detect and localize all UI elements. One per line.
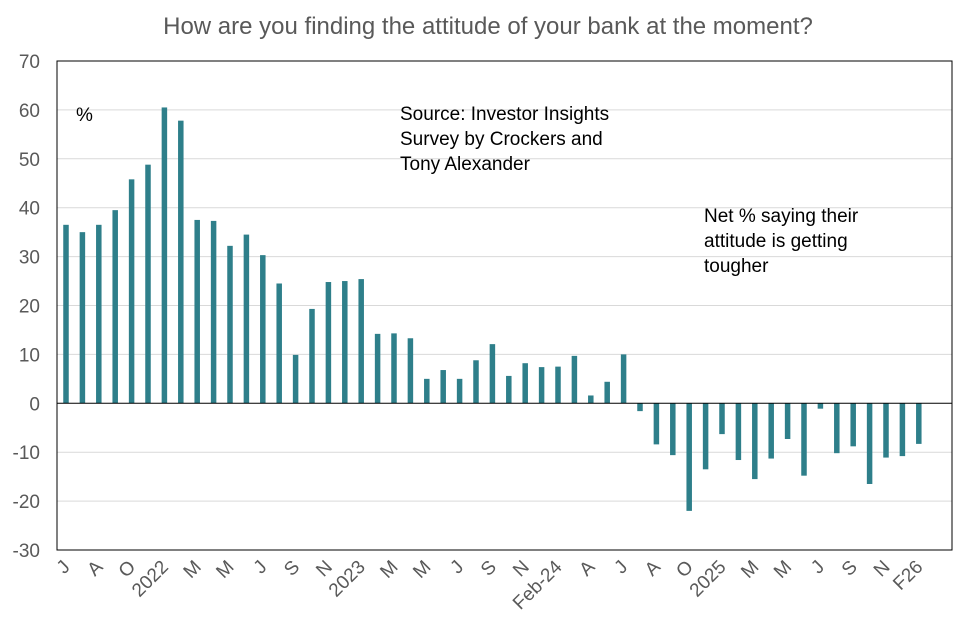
x-tick-label: S <box>477 557 501 581</box>
x-tick-label: F26 <box>889 557 927 595</box>
x-tick-label: S <box>280 557 304 581</box>
x-tick-label: J <box>53 557 75 579</box>
bar <box>440 370 446 404</box>
y-tick-label: 20 <box>19 297 40 318</box>
y-tick-label: 30 <box>19 248 40 269</box>
bar <box>243 234 250 404</box>
bar <box>620 354 627 404</box>
y-tick-label: 0 <box>29 394 40 415</box>
x-tick-label: M <box>212 557 238 583</box>
x-tick-label: M <box>409 557 435 583</box>
x-tick-label: A <box>641 556 665 580</box>
bar <box>309 308 315 404</box>
x-tick-label: A <box>576 556 600 580</box>
bar <box>489 344 496 404</box>
unit-label: % <box>76 105 93 126</box>
y-tick-label: -30 <box>13 541 40 562</box>
bar <box>522 363 528 404</box>
bar <box>784 403 791 439</box>
bar <box>670 403 676 456</box>
gridlines <box>57 109 952 502</box>
y-tick-label: -20 <box>13 492 40 513</box>
bar <box>374 333 381 404</box>
bar <box>194 219 200 404</box>
bar <box>916 403 922 444</box>
bar <box>473 360 479 404</box>
bar <box>407 338 414 404</box>
bar <box>391 333 397 404</box>
x-tick-label: J <box>807 557 829 579</box>
y-tick-label: 40 <box>19 199 40 220</box>
bar <box>358 279 364 404</box>
bar <box>96 224 102 404</box>
x-tick-label: 2025 <box>686 557 731 602</box>
bar <box>538 367 545 404</box>
x-tick-label: 2022 <box>128 557 173 602</box>
bar <box>555 366 561 404</box>
bar <box>178 120 184 404</box>
x-tick-label: J <box>611 557 633 579</box>
bar <box>735 403 742 461</box>
bar <box>719 403 725 435</box>
bar <box>588 395 594 404</box>
source-line-3: Tony Alexander <box>400 154 531 175</box>
bar <box>768 403 774 459</box>
x-tick-label: S <box>838 557 862 581</box>
note-line-2: attitude is getting <box>704 231 848 252</box>
bar <box>456 378 463 404</box>
x-tick-label: J <box>447 557 469 579</box>
chart-title: How are you finding the attitude of your… <box>163 13 813 40</box>
bar <box>342 281 348 404</box>
x-tick-label: J <box>250 557 272 579</box>
y-tick-label: -10 <box>13 443 40 464</box>
bar <box>424 378 430 404</box>
note-line-1: Net % saying their <box>704 206 859 227</box>
bar <box>801 403 807 476</box>
bar <box>604 381 610 404</box>
bar <box>702 403 709 470</box>
bar <box>899 403 906 457</box>
y-tick-label: 60 <box>19 101 40 122</box>
bar <box>653 403 660 445</box>
bars <box>63 107 922 511</box>
bar <box>79 232 86 404</box>
bar <box>571 355 578 404</box>
bar <box>227 245 233 404</box>
source-line-1: Source: Investor Insights <box>400 104 609 125</box>
bar <box>325 282 332 404</box>
bar <box>276 283 282 404</box>
bar <box>128 179 135 404</box>
bar <box>63 224 69 404</box>
bar <box>210 220 217 404</box>
bar <box>834 403 840 454</box>
plot-area-frame <box>56 60 953 551</box>
x-tick-label: M <box>376 557 402 583</box>
y-tick-label: 50 <box>19 150 40 171</box>
bar <box>686 403 692 511</box>
y-axis-ticks: 70 60 50 40 30 20 10 0 -10 -20 -30 <box>13 52 40 562</box>
y-tick-label: 70 <box>19 52 40 73</box>
bar <box>752 403 758 480</box>
bar <box>292 354 299 404</box>
y-tick-label: 10 <box>19 345 40 366</box>
x-tick-label: M <box>737 557 763 583</box>
bar <box>817 403 824 409</box>
bar <box>866 403 873 484</box>
bar <box>112 210 118 404</box>
bar <box>161 107 168 404</box>
bar <box>883 403 889 458</box>
bar <box>260 255 266 404</box>
source-line-2: Survey by Crockers and <box>400 129 603 150</box>
x-tick-label: M <box>770 557 796 583</box>
bar <box>850 403 856 447</box>
bar <box>637 403 643 412</box>
x-tick-label: M <box>180 557 206 583</box>
x-tick-label: A <box>84 556 108 580</box>
bar <box>145 164 151 404</box>
note-line-3: tougher <box>704 256 769 277</box>
x-tick-label: 2023 <box>325 557 370 602</box>
bar <box>506 375 512 404</box>
